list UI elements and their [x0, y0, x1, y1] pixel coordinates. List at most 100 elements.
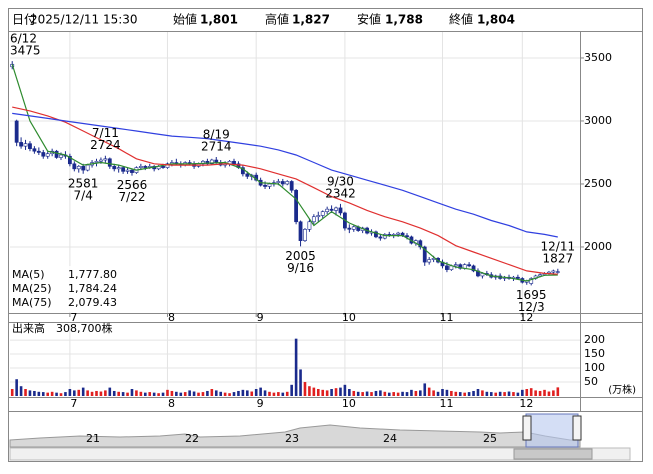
x-tick-label: 12: [519, 397, 533, 410]
volume-bar: [543, 389, 546, 396]
volume-bar: [228, 393, 231, 396]
candle-body: [76, 166, 81, 170]
y-tick-label: 2500: [584, 177, 612, 190]
candle-body: [72, 163, 77, 170]
volume-bar: [467, 392, 471, 396]
candle-body: [405, 235, 409, 238]
volume-bar: [516, 392, 520, 396]
candle-body: [85, 164, 90, 171]
volume-bar: [241, 389, 245, 396]
volume-bar: [73, 390, 76, 396]
candle-body: [59, 154, 63, 158]
volume-bar: [197, 392, 200, 396]
volume-bar: [166, 389, 169, 396]
volume-bar: [152, 392, 156, 396]
volume-bar: [272, 392, 276, 396]
volume-bar: [556, 387, 560, 396]
candle-body: [161, 166, 165, 168]
volume-bar: [143, 392, 147, 396]
candle-body: [263, 184, 267, 187]
volume-bar: [379, 390, 382, 396]
ma-line: [12, 106, 558, 275]
x-tick-label: 9: [257, 311, 264, 324]
volume-bar: [521, 389, 524, 396]
frame: [8, 8, 643, 462]
volume-bar: [436, 391, 440, 396]
volume-bar: [481, 390, 484, 396]
y-tick-label: 3500: [584, 51, 612, 64]
candle-body: [382, 234, 387, 239]
candle-body: [209, 159, 214, 165]
annotation-price: 1695: [516, 288, 547, 302]
volume-bar: [485, 391, 489, 396]
header-label: 高値: [265, 12, 289, 27]
volume-bar: [108, 387, 112, 396]
volume-bar: [135, 390, 138, 396]
volume-bar: [538, 390, 542, 396]
header-value: 2025/12/11 15:30: [30, 13, 138, 27]
volume-bar: [392, 392, 395, 396]
annotation-date: 9/30: [327, 174, 354, 188]
volume-bar: [432, 390, 435, 396]
candle-body: [445, 265, 449, 270]
candle-body: [125, 169, 130, 172]
x-tick-label: 12: [519, 311, 533, 324]
candle-body: [14, 120, 19, 143]
volume-bar: [458, 392, 462, 396]
candle-body: [316, 215, 321, 218]
x-tick-label: 10: [342, 397, 356, 410]
annotation-price: 2724: [90, 138, 121, 152]
y-tick-label: 2000: [584, 240, 612, 253]
volume-bar: [28, 390, 32, 396]
annotation-date: 8/19: [203, 128, 230, 142]
volume-bar: [294, 338, 298, 396]
annotation-price: 2581: [68, 176, 99, 190]
scrollbar-thumb[interactable]: [513, 448, 593, 460]
annotation-date: 7/11: [92, 126, 119, 140]
candle-body: [36, 150, 41, 153]
candle-body: [130, 169, 134, 173]
volume-bar: [46, 392, 50, 396]
scrollbar-track[interactable]: [9, 447, 631, 461]
volume-bar: [450, 390, 453, 396]
annotation-date: 9/16: [287, 261, 314, 275]
header-label: 安値: [357, 12, 381, 27]
annotation-date: 7/4: [74, 188, 93, 202]
y-tick-label: 3000: [584, 114, 612, 127]
candle-body: [289, 181, 294, 191]
volume-bar: [50, 391, 54, 396]
volume-bar: [321, 389, 325, 396]
annotation-date: 6/12: [10, 32, 37, 46]
navigator-window[interactable]: [525, 413, 579, 448]
candle-body: [214, 159, 219, 163]
volume-bar: [15, 379, 18, 396]
legend-value: 1,784.24: [68, 282, 117, 295]
volume-bar: [489, 392, 493, 396]
x-tick-label: 7: [70, 311, 77, 324]
candle-body: [28, 143, 32, 149]
volume-bar: [175, 391, 178, 396]
volume-bar: [81, 387, 85, 396]
volume-bar: [68, 389, 72, 396]
candle-body: [467, 264, 472, 267]
volume-bar: [86, 390, 89, 396]
volume-bar: [10, 389, 14, 396]
navigator-label: 24: [383, 432, 397, 445]
header-label: 日付: [12, 13, 36, 27]
candle-body: [325, 208, 330, 212]
annotation-price: 3475: [10, 44, 41, 58]
candle-body: [320, 211, 325, 216]
volume-bar: [161, 392, 165, 396]
candle-body: [303, 229, 307, 241]
candle-body: [294, 189, 299, 223]
volume-bar: [277, 392, 280, 396]
volume-bar: [383, 391, 387, 396]
volume-bar: [285, 391, 289, 396]
volume-title: 出来高: [12, 321, 45, 335]
navigator-handle[interactable]: [572, 415, 582, 441]
volume-bar: [259, 387, 262, 396]
volume-bar: [370, 392, 373, 396]
volume-bar: [410, 389, 413, 396]
volume-bar: [401, 391, 404, 396]
navigator-handle[interactable]: [522, 415, 532, 441]
